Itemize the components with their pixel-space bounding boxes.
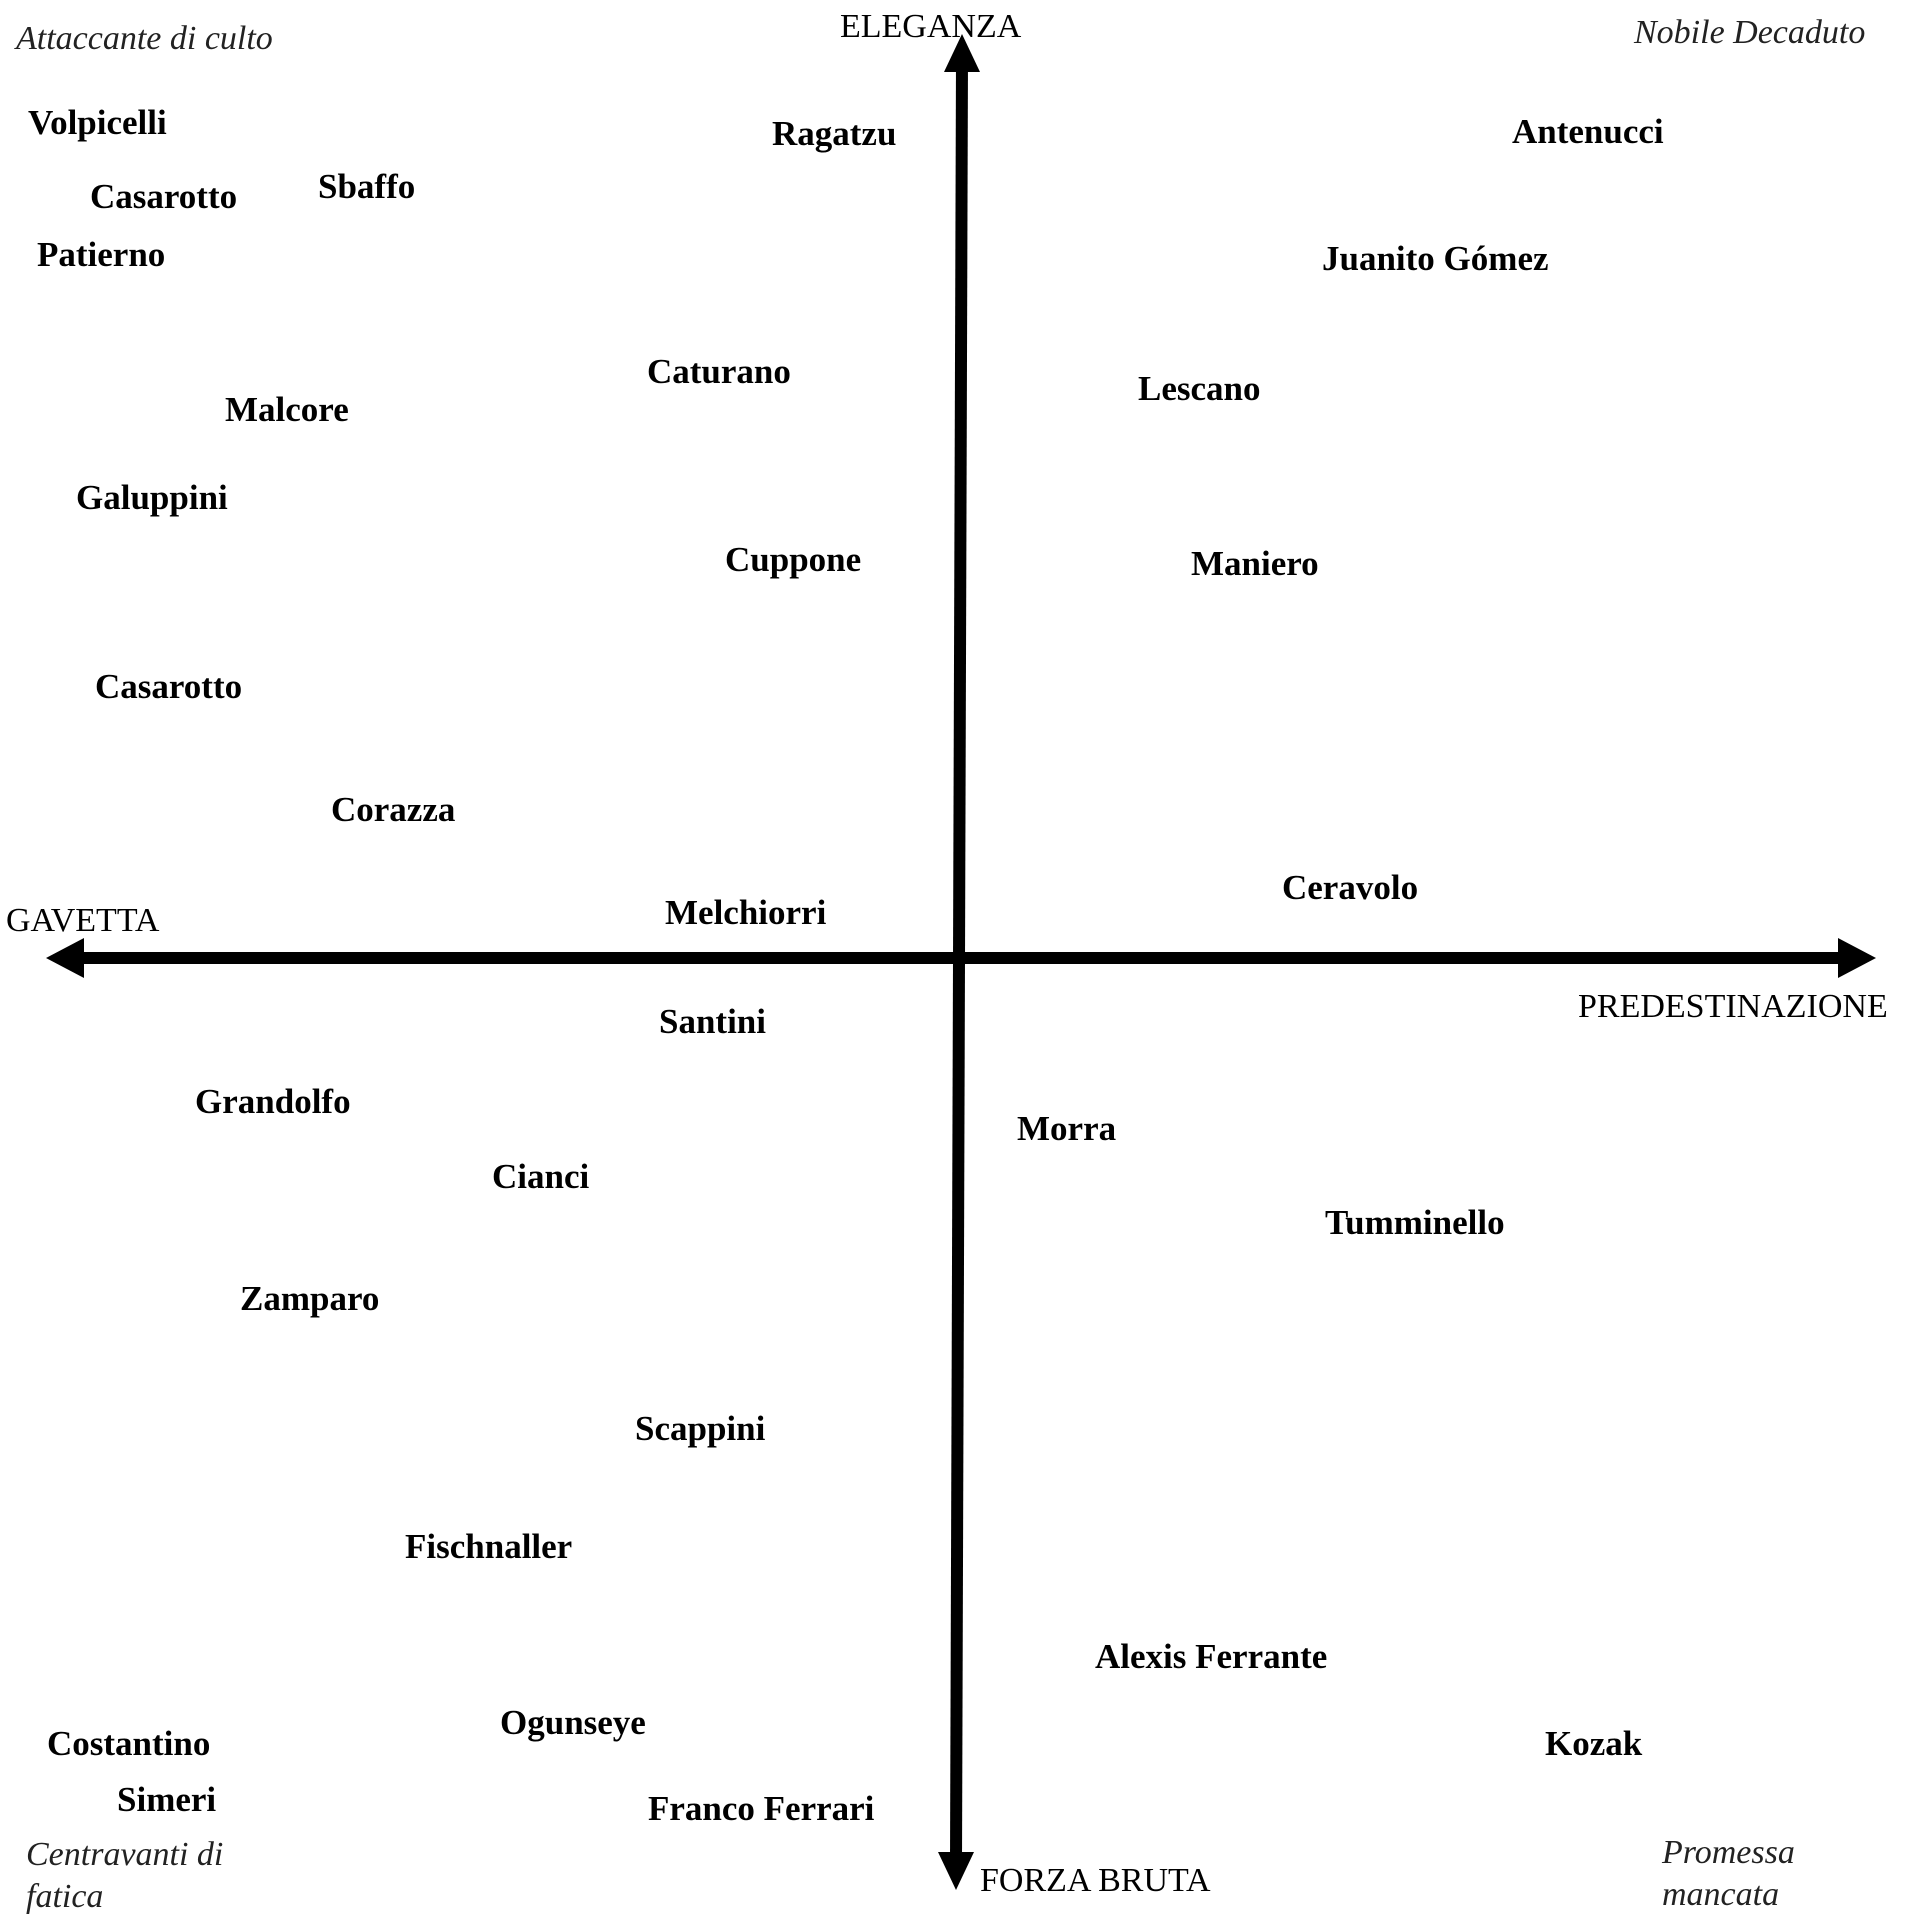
- player-label: Simeri: [117, 1780, 217, 1819]
- player-label: Casarotto: [90, 177, 238, 216]
- player-label: Morra: [1017, 1109, 1117, 1148]
- axis-label-bottom: FORZA BRUTA: [980, 1862, 1211, 1899]
- axis-label-left: GAVETTA: [6, 902, 160, 939]
- player-label: Patierno: [37, 235, 166, 274]
- player-label: Malcore: [225, 390, 349, 429]
- arrow-right-icon: [1838, 938, 1876, 978]
- player-label: Lescano: [1138, 369, 1261, 408]
- player-label: Antenucci: [1512, 112, 1664, 151]
- player-label: Alexis Ferrante: [1095, 1637, 1328, 1676]
- player-label: Ogunseye: [500, 1703, 646, 1742]
- player-label: Cianci: [492, 1157, 590, 1196]
- player-label: Zamparo: [240, 1279, 380, 1318]
- player-label: Franco Ferrari: [648, 1789, 875, 1828]
- player-label: Grandolfo: [195, 1082, 351, 1121]
- arrow-left-icon: [46, 938, 84, 978]
- player-label: Maniero: [1191, 544, 1319, 583]
- player-label: Cuppone: [725, 540, 862, 579]
- quadrant-label-line: Centravanti di: [26, 1836, 224, 1873]
- quadrant-label-line: Nobile Decaduto: [1634, 14, 1866, 51]
- player-label: Melchiorri: [665, 893, 827, 932]
- quadrant-label-top-left: Attaccante di culto: [16, 18, 273, 60]
- player-label: Ragatzu: [772, 114, 897, 153]
- arrow-down-icon: [938, 1852, 974, 1890]
- player-label: Fischnaller: [405, 1527, 573, 1566]
- quadrant-label-bottom-right: Promessa mancata: [1662, 1832, 1795, 1916]
- player-label: Sbaffo: [318, 167, 416, 206]
- player-label: Kozak: [1545, 1724, 1643, 1763]
- quadrant-label-bottom-left: Centravanti di fatica: [26, 1834, 223, 1918]
- player-label: Scappini: [635, 1409, 766, 1448]
- player-label: Caturano: [647, 352, 791, 391]
- quadrant-label-top-right: Nobile Decaduto: [1634, 12, 1865, 54]
- player-label: Tumminello: [1325, 1203, 1505, 1242]
- quadrant-label-line: mancata: [1662, 1876, 1780, 1913]
- arrow-up-icon: [944, 34, 980, 72]
- quadrant-label-line: fatica: [26, 1878, 104, 1915]
- vertical-axis-line: [950, 57, 968, 1865]
- player-label: Santini: [659, 1002, 766, 1041]
- quadrant-label-line: Promessa: [1662, 1834, 1795, 1871]
- player-label: Costantino: [47, 1724, 211, 1763]
- player-label: Galuppini: [76, 478, 228, 517]
- player-label: Juanito Gómez: [1322, 239, 1549, 278]
- player-label: Ceravolo: [1282, 868, 1419, 907]
- axis-label-right: PREDESTINAZIONE: [1578, 988, 1888, 1025]
- axis-label-top: ELEGANZA: [840, 8, 1022, 45]
- quadrant-label-line: Attaccante di culto: [16, 20, 273, 57]
- player-label: Volpicelli: [28, 103, 167, 142]
- player-label: Casarotto: [95, 667, 243, 706]
- player-label: Corazza: [331, 790, 456, 829]
